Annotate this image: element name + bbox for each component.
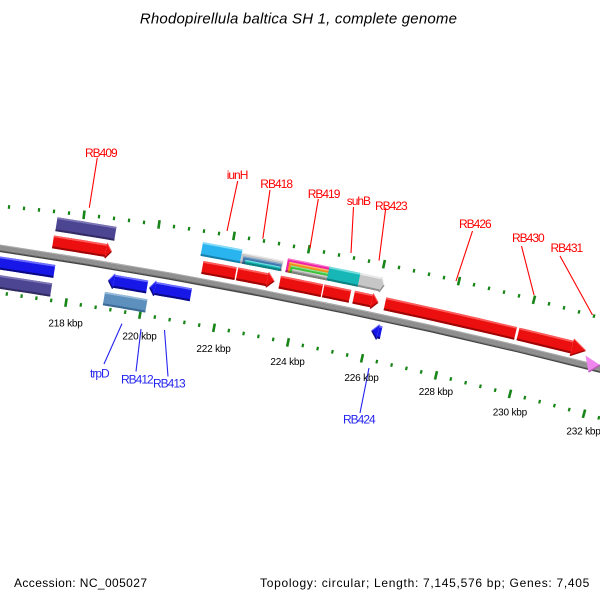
svg-text:RB409: RB409 <box>85 146 118 160</box>
svg-text:224 kbp: 224 kbp <box>270 357 305 368</box>
svg-text:RB424: RB424 <box>343 413 376 427</box>
svg-text:218 kbp: 218 kbp <box>48 318 83 329</box>
svg-text:228 kbp: 228 kbp <box>419 387 454 398</box>
svg-text:Accession: NC_005027: Accession: NC_005027 <box>14 576 147 590</box>
svg-text:Topology: circular; Length: 7,: Topology: circular; Length: 7,145,576 bp… <box>260 576 590 590</box>
svg-text:RB413: RB413 <box>153 377 186 391</box>
svg-text:220 kbp: 220 kbp <box>122 332 157 343</box>
svg-text:suhB: suhB <box>347 194 371 208</box>
svg-text:RB418: RB418 <box>260 177 293 191</box>
svg-text:RB430: RB430 <box>512 231 545 245</box>
svg-text:trpD: trpD <box>90 367 110 381</box>
svg-text:RB426: RB426 <box>459 217 492 231</box>
svg-text:226 kbp: 226 kbp <box>344 373 379 384</box>
svg-text:RB423: RB423 <box>375 199 408 213</box>
svg-text:iunH: iunH <box>227 168 248 182</box>
svg-text:230 kbp: 230 kbp <box>493 407 528 418</box>
svg-text:RB431: RB431 <box>551 241 584 255</box>
svg-text:232 kbp: 232 kbp <box>566 426 600 437</box>
svg-text:RB412: RB412 <box>121 373 154 387</box>
svg-text:Rhodopirellula baltica SH 1, c: Rhodopirellula baltica SH 1, complete ge… <box>140 11 457 28</box>
svg-text:RB419: RB419 <box>308 187 341 201</box>
svg-text:222 kbp: 222 kbp <box>196 344 231 355</box>
